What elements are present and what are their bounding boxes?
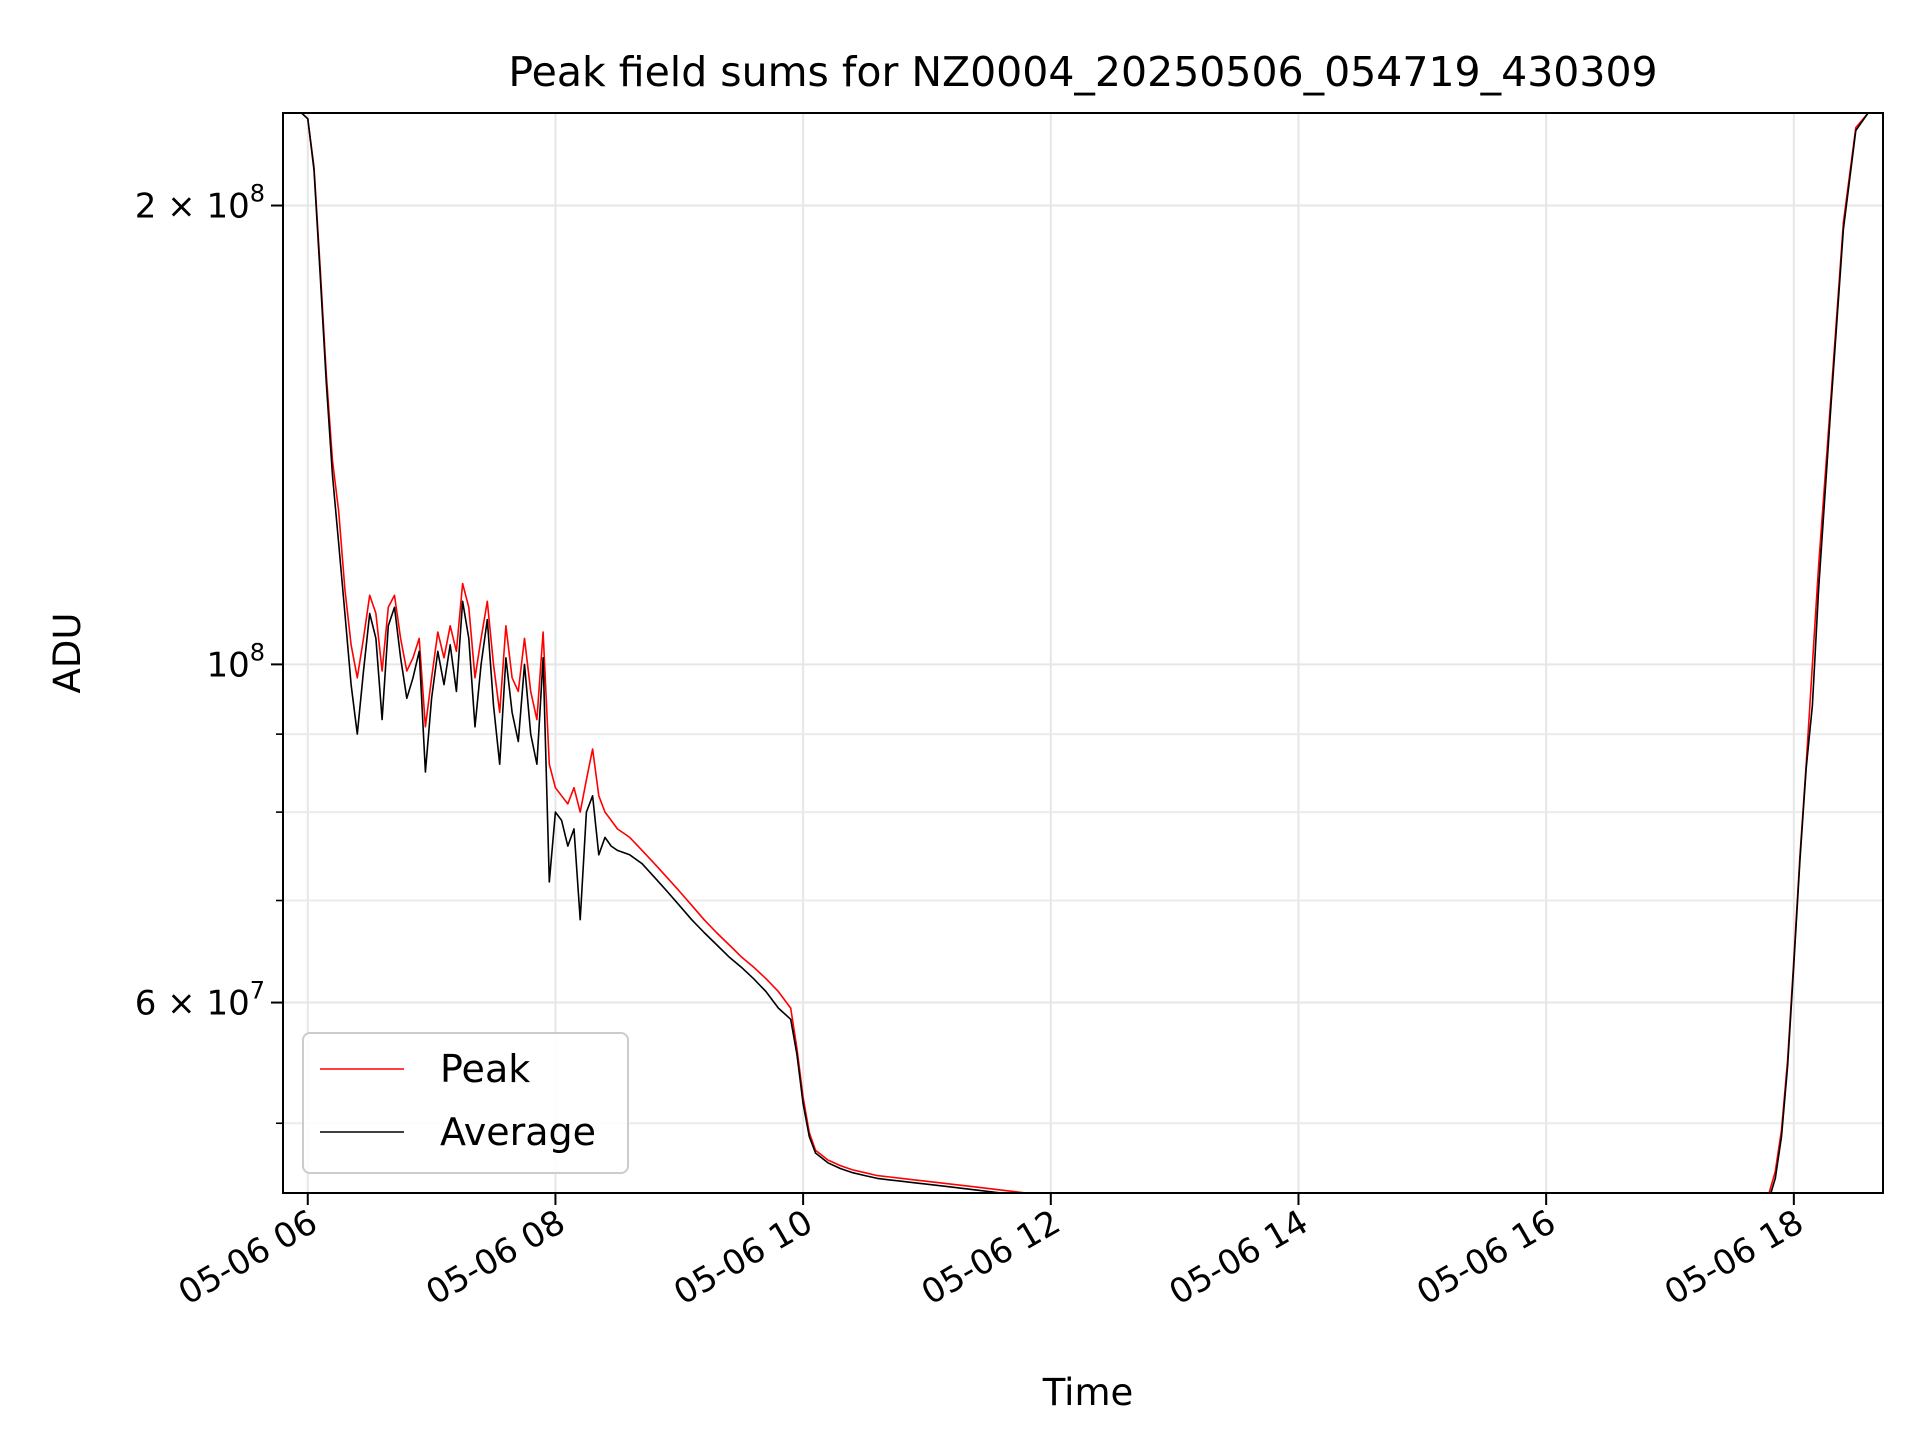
legend: Peak Average — [302, 1032, 629, 1174]
y-tick-mantissa: 6 — [135, 984, 157, 1024]
y-tick-label: 6 × 107 — [135, 977, 265, 1024]
legend-box — [302, 1032, 629, 1174]
chart-title: Peak field sums for NZ0004_20250506_0547… — [508, 48, 1657, 96]
plot-frame — [282, 112, 1884, 1194]
y-tick-label: 2 × 108 — [135, 180, 265, 227]
legend-label-peak: Peak — [440, 1047, 530, 1091]
legend-label-average: Average — [440, 1110, 596, 1154]
series-line-peak — [289, 113, 1881, 1193]
x-axis-label: Time — [1042, 1371, 1134, 1414]
series-line-average — [289, 113, 1881, 1193]
y-tick-exponent: 8 — [250, 180, 265, 208]
y-tick-exponent: 8 — [250, 638, 265, 666]
series-layer — [289, 113, 1881, 1193]
y-axis-label: ADU — [46, 613, 89, 694]
y-tick-mantissa: 2 — [135, 187, 157, 227]
y-tick-exponent: 7 — [250, 977, 265, 1005]
